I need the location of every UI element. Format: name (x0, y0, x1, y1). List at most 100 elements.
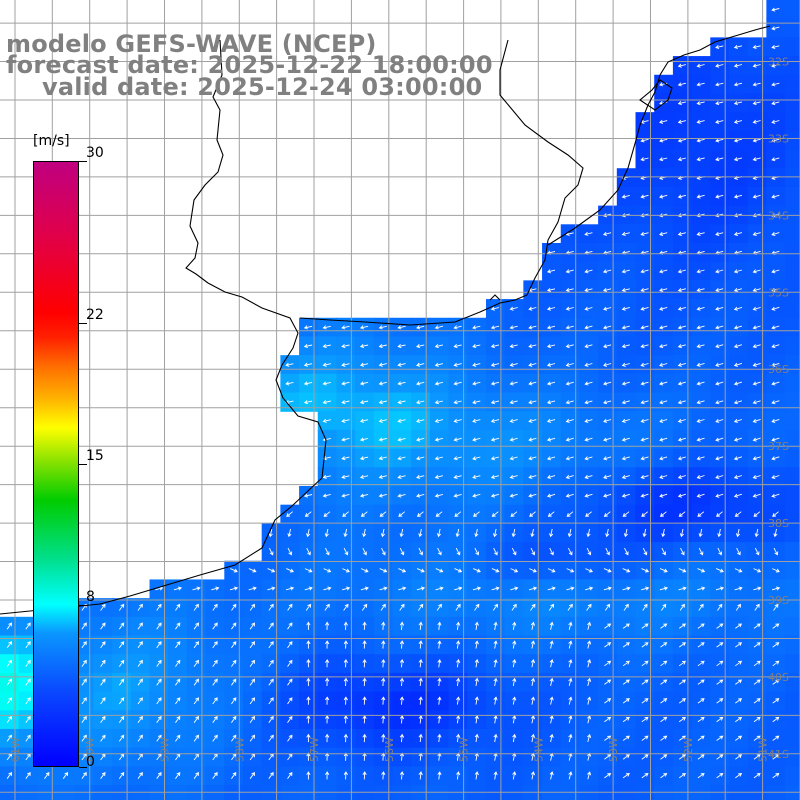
wind-arrow-953 (493, 771, 498, 780)
wind-arrow-231 (397, 381, 406, 386)
wind-arrow-673 (753, 642, 761, 648)
wind-arrow-3 (733, 44, 743, 50)
wind-arrow-419 (547, 511, 555, 517)
wind-arrow-632 (772, 623, 780, 629)
wind-arrow-686 (212, 659, 218, 667)
wind-arrow-857 (268, 734, 274, 742)
wind-arrow-444 (492, 528, 498, 538)
wind-arrow-618 (512, 621, 517, 630)
wind-arrow-781 (418, 696, 423, 705)
wind-arrow-216 (621, 362, 630, 367)
wind-arrow-955 (530, 771, 536, 780)
wind-arrow-245 (659, 381, 668, 386)
wind-cell-42-18 (785, 336, 800, 356)
wind-arrow-129 (771, 288, 780, 293)
wind-cell-42-10 (785, 186, 800, 207)
wind-arrow-752 (660, 679, 668, 685)
wind-arrow-442 (455, 528, 460, 538)
wind-arrow-768 (175, 697, 181, 705)
wind-cell-13-34 (242, 635, 263, 655)
wind-arrow-754 (697, 679, 705, 685)
wind-arrow-621 (568, 621, 573, 630)
wind-arrow-123 (659, 287, 668, 293)
wind-arrow-522 (229, 586, 239, 591)
wind-arrow-414 (454, 511, 462, 517)
wind-arrow-638 (100, 641, 106, 649)
wind-arrow-943 (306, 771, 311, 780)
wind-arrow-64 (715, 194, 724, 199)
wind-arrow-322 (659, 437, 668, 442)
wind-arrow-737 (381, 677, 386, 687)
wind-arrow-856 (249, 734, 255, 742)
wind-arrow-500 (454, 568, 463, 573)
wind-cell-35-37 (654, 691, 674, 711)
wind-arrow-416 (491, 511, 499, 517)
wind-arrow-315 (528, 437, 537, 442)
longitude-labels: 61W 60W 59W 58W 57W 56W 55W 54W 53W 52W 51W (9, 737, 770, 762)
wind-arrow-787 (530, 696, 536, 705)
wind-arrow-7 (696, 63, 705, 68)
wind-arrow-715 (753, 660, 761, 667)
wind-arrow-697 (418, 658, 423, 668)
wind-arrow-664 (587, 640, 592, 649)
wind-arrow-508 (603, 568, 612, 573)
wind-arrow-567 (343, 603, 349, 611)
wind-arrow-173 (322, 343, 331, 349)
wind-arrow-785 (493, 696, 498, 705)
wind-cell-20-32 (373, 598, 394, 618)
wind-arrow-244 (640, 381, 649, 386)
wind-cell-42-21 (785, 392, 800, 412)
wind-arrow-480 (642, 547, 648, 556)
wind-arrow-105 (584, 269, 593, 274)
wind-arrow-585 (679, 603, 685, 611)
wind-arrow-269 (603, 400, 612, 405)
wind-arrow-884 (772, 735, 780, 741)
wind-cell-40-37 (747, 691, 767, 711)
wind-arrow-438 (380, 528, 386, 538)
wind-arrow-137 (621, 306, 630, 311)
wind-arrow-806 (100, 715, 106, 723)
wind-arrow-764 (100, 697, 106, 705)
wind-arrow-354 (322, 474, 331, 479)
wind-arrow-9 (733, 63, 743, 68)
wind-arrow-35 (659, 138, 668, 143)
wind-arrow-450 (605, 528, 610, 538)
wind-arrow-122 (640, 287, 649, 293)
wind-cell-13-40 (242, 747, 263, 767)
wind-arrow-437 (362, 528, 367, 538)
wind-arrow-289 (509, 418, 518, 423)
wind-arrow-689 (268, 659, 274, 667)
wind-arrow-237 (509, 381, 518, 386)
wind-arrow-260 (434, 400, 444, 405)
lon-label-54W: 54W (532, 737, 545, 762)
colorbar-tick-label: 8 (86, 589, 95, 605)
wind-arrow-797 (716, 698, 724, 704)
wind-arrow-30 (715, 119, 724, 124)
wind-arrow-514 (716, 568, 724, 573)
lon-label-58W: 58W (233, 737, 246, 762)
wind-arrow-718 (25, 678, 31, 686)
wind-arrow-470 (455, 547, 461, 556)
wind-arrow-538 (528, 586, 538, 591)
wind-arrow-582 (623, 603, 629, 611)
wind-arrow-921 (678, 754, 687, 760)
wind-arrow-348 (677, 456, 686, 461)
wind-arrow-581 (604, 603, 611, 611)
wind-arrow-274 (696, 400, 705, 405)
wind-arrow-377 (752, 475, 761, 480)
map-title-model: modelo GEFS-WAVE (NCEP) (6, 30, 377, 58)
wind-arrow-357 (378, 474, 387, 479)
wind-arrow-386 (434, 493, 444, 498)
wind-arrow-765 (118, 697, 125, 705)
wind-arrow-275 (715, 400, 724, 405)
wind-arrow-126 (715, 287, 724, 293)
wind-arrow-863 (381, 733, 386, 743)
wind-cell-42-24 (785, 448, 800, 468)
wind-arrow-161 (584, 325, 593, 330)
wind-arrow-829 (530, 715, 536, 724)
lat-label-33S: 33S (768, 133, 789, 146)
wind-arrow-639 (118, 641, 125, 649)
wind-arrow-422 (603, 511, 611, 517)
lon-label-61W: 61W (9, 737, 22, 762)
wind-arrow-87 (733, 231, 743, 237)
